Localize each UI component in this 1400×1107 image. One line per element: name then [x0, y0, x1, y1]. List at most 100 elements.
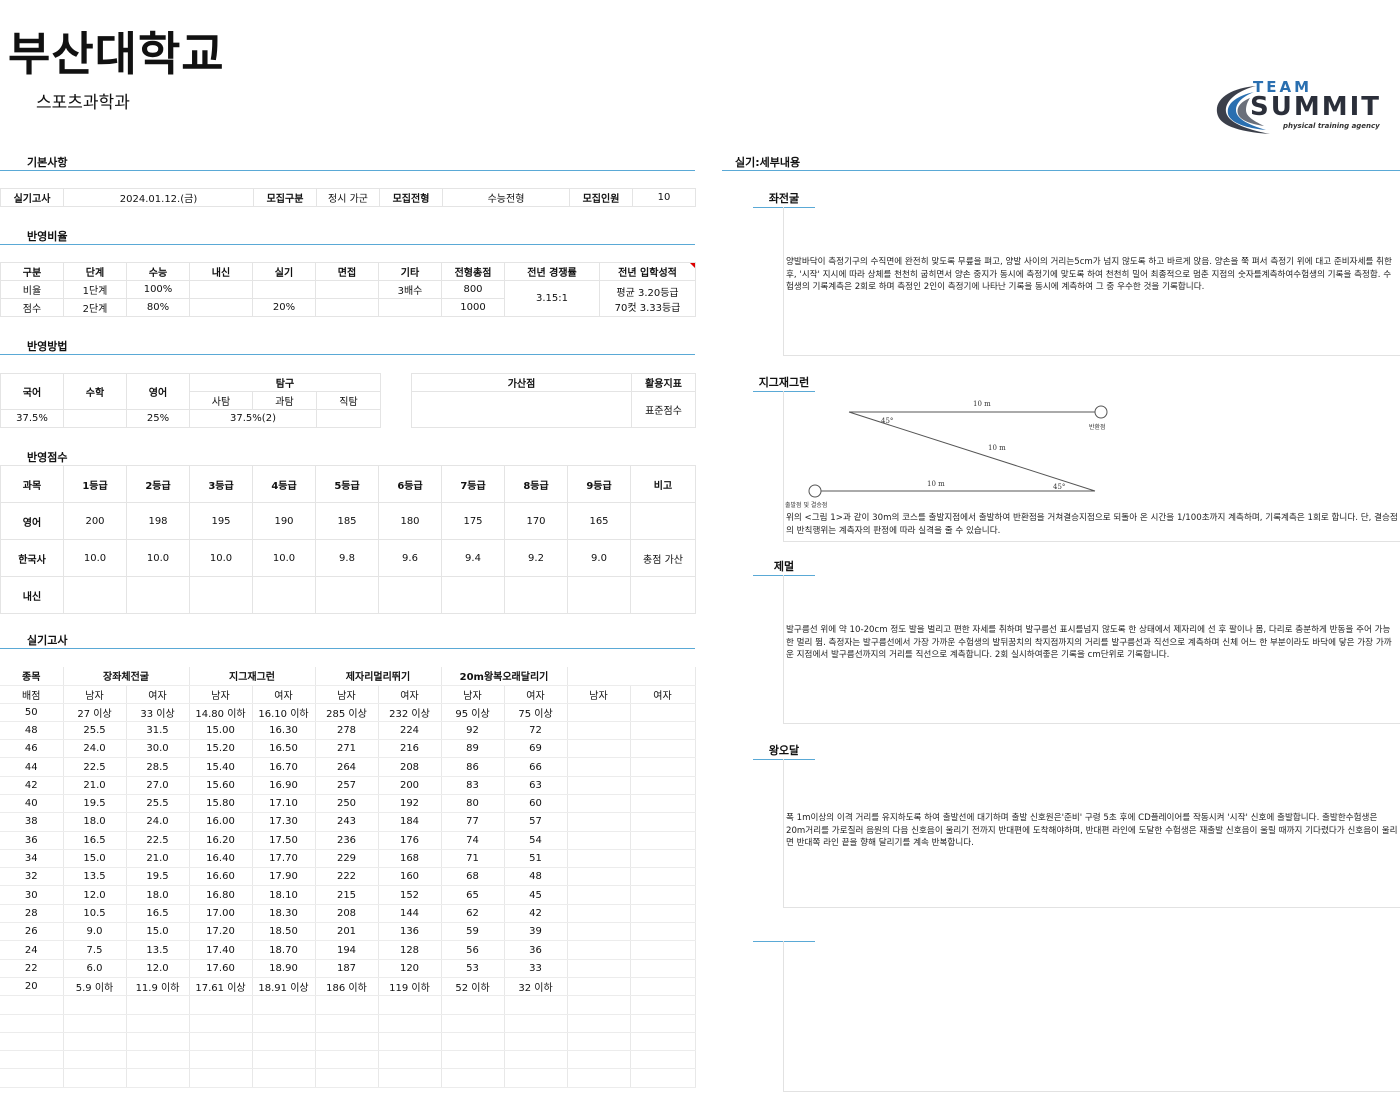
- practical-empty-cell: [441, 1068, 505, 1088]
- practical-record: 16.70: [252, 757, 316, 777]
- angle-label: 45°: [881, 417, 893, 425]
- practical-empty-cell: [252, 1014, 316, 1033]
- practical-empty-cell: [63, 1032, 127, 1052]
- practical-record: 17.00: [189, 904, 253, 924]
- practical-empty-cell: [252, 1068, 316, 1088]
- practical-score: 40: [0, 794, 64, 814]
- practical-record: 25.5: [63, 721, 127, 741]
- grade-score-cell: [315, 576, 379, 614]
- practical-empty-cell: [441, 1050, 505, 1070]
- competition-rate: 3.15:1: [504, 280, 600, 317]
- practical-record: 36: [504, 940, 568, 960]
- ratio-cell: 2단계: [63, 298, 127, 317]
- practical-record: 15.0: [126, 922, 190, 942]
- practical-empty-cell: [189, 1050, 253, 1070]
- practical-record: 250: [315, 794, 379, 814]
- grade-header: 5등급: [315, 465, 379, 503]
- practical-record: [567, 757, 631, 777]
- practical-record: 7.5: [63, 940, 127, 960]
- detail-box: [783, 575, 1400, 724]
- ratio-cell: [378, 298, 442, 317]
- grade-score-cell: [378, 576, 442, 614]
- section-basic-title: 기본사항: [27, 156, 68, 169]
- ratio-header-label: 전년 입학성적: [618, 268, 677, 279]
- event-label: 종목: [0, 667, 64, 686]
- practical-record: [630, 721, 696, 741]
- practical-score: 32: [0, 867, 64, 887]
- practical-record: 160: [378, 867, 442, 887]
- practical-record: 83: [441, 776, 505, 795]
- grade-header: 1등급: [63, 465, 127, 503]
- practical-record: 144: [378, 904, 442, 924]
- practical-record: [567, 940, 631, 960]
- score-label: 배점: [0, 685, 64, 704]
- grade-header: 비고: [630, 465, 696, 503]
- detail-box: [783, 207, 1400, 356]
- practical-record: 42: [504, 904, 568, 924]
- detail-box: [783, 759, 1400, 908]
- practical-table: 종목 장좌체전굴 지그재그런 제자리멀리뛰기 20m왕복오래달리기 배점 남자 여…: [0, 667, 696, 1088]
- section-detail-title: 실기:세부내용: [735, 156, 801, 169]
- practical-record: 229: [315, 849, 379, 869]
- grade-score-cell: [189, 576, 253, 614]
- practical-record: 17.60: [189, 959, 253, 978]
- practical-record: 24.0: [126, 812, 190, 832]
- practical-record: 15.40: [189, 757, 253, 777]
- practical-row: 44 22.5 28.5 15.40 16.70 264 208 86 66: [0, 757, 696, 777]
- practical-record: 18.0: [63, 812, 127, 832]
- ratio-header: 전형총점: [441, 262, 505, 281]
- practical-empty-cell: [441, 995, 505, 1015]
- practical-record: [630, 739, 696, 759]
- practical-record: 18.70: [252, 940, 316, 960]
- female-label: 여자: [252, 685, 316, 704]
- grade-score-cell: 9.8: [315, 539, 379, 577]
- practical-score: 44: [0, 757, 64, 777]
- ratio-header: 전년 입학성적: [599, 262, 696, 281]
- grade-score-cell: [630, 502, 696, 540]
- distance-label: 10 m: [927, 480, 945, 488]
- practical-record: 184: [378, 812, 442, 832]
- practical-record: 16.00: [189, 812, 253, 832]
- practical-score: 30: [0, 885, 64, 905]
- indicator-value: 표준점수: [631, 391, 696, 428]
- practical-record: 187: [315, 959, 379, 978]
- practical-empty-cell: [504, 1014, 568, 1033]
- divider: [0, 354, 695, 355]
- practical-record: 17.20: [189, 922, 253, 942]
- male-label: 남자: [441, 685, 505, 704]
- female-label: 여자: [378, 685, 442, 704]
- grade-header: 7등급: [441, 465, 505, 503]
- practical-record: 59: [441, 922, 505, 942]
- grade-score-row: 영어 200 198 195 190 185 180 175 170 165: [0, 502, 696, 540]
- zigzag-course-diagram: 10 m 10 m 10 m 45° 45° 반환점 출발점 및 결승점: [785, 400, 1108, 509]
- practical-record: 18.90: [252, 959, 316, 978]
- grade-score-row: 한국사 10.0 10.0 10.0 10.0 9.8 9.6 9.4 9.2 9.0 총점 가산: [0, 539, 696, 577]
- practical-record: [567, 849, 631, 869]
- practical-record: [567, 776, 631, 795]
- practical-record: 16.90: [252, 776, 316, 795]
- practical-record: [630, 867, 696, 887]
- practical-record: 17.50: [252, 831, 316, 850]
- practical-empty-cell: [378, 1032, 442, 1052]
- practical-score: 42: [0, 776, 64, 795]
- practical-empty-cell: [441, 1032, 505, 1052]
- subject-name: 영어: [0, 502, 64, 540]
- practical-record: [630, 831, 696, 850]
- page-subtitle: 스포츠과학과: [36, 93, 130, 113]
- practical-record: 17.90: [252, 867, 316, 887]
- practical-empty-row: [0, 995, 696, 1015]
- start-point-label: 출발점 및 결승점: [785, 501, 827, 509]
- practical-empty-cell: [378, 995, 442, 1015]
- practical-record: 24.0: [63, 739, 127, 759]
- practical-record: 33 이상: [126, 703, 190, 722]
- method-english-value: 25%: [126, 409, 190, 428]
- practical-empty-cell: [315, 1032, 379, 1052]
- practical-empty-row: [0, 1050, 696, 1070]
- practical-record: 86: [441, 757, 505, 777]
- grade-header: 4등급: [252, 465, 316, 503]
- practical-record: 63: [504, 776, 568, 795]
- grade-score-cell: 180: [378, 502, 442, 540]
- practical-empty-cell: [378, 1068, 442, 1088]
- grade-score-cell: 9.4: [441, 539, 505, 577]
- practical-record: 16.30: [252, 721, 316, 741]
